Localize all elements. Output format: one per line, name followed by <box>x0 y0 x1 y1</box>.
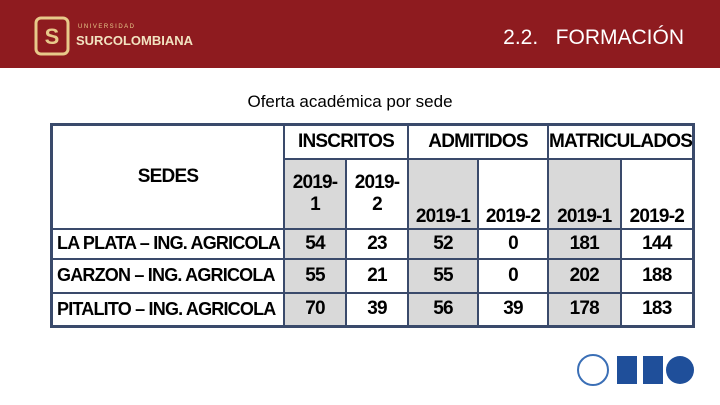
svg-text:S: S <box>45 24 60 49</box>
sede-name: PITALITO – ING. AGRICOLA <box>50 291 285 328</box>
value-cell: 202 <box>547 257 622 294</box>
period-header: 2019-2 <box>619 157 695 230</box>
value-cell: 183 <box>619 291 695 328</box>
value-cell: 144 <box>619 227 695 260</box>
value-cell: 0 <box>477 257 549 294</box>
value-cell: 55 <box>407 257 479 294</box>
slide-title: 2.2. FORMACIÓN <box>503 26 684 49</box>
value-cell: 178 <box>547 291 622 328</box>
value-cell: 23 <box>345 227 409 260</box>
subtitle: Oferta académica por sede <box>247 92 453 111</box>
value-cell: 39 <box>345 291 409 328</box>
header-band <box>0 0 720 68</box>
value-cell: 55 <box>283 257 347 294</box>
value-cell: 188 <box>619 257 695 294</box>
value-cell: 181 <box>547 227 622 260</box>
data-table: SEDES INSCRITOS ADMITIDOS MATRICULADOS 2019-… <box>50 123 696 328</box>
value-cell: 21 <box>345 257 409 294</box>
group-header: ADMITIDOS <box>407 123 549 160</box>
group-header: INSCRITOS <box>283 123 409 160</box>
value-cell: 56 <box>407 291 479 328</box>
period-header: 2019-1 <box>283 157 347 230</box>
period-header: 2019-1 <box>547 157 622 230</box>
value-cell: 54 <box>283 227 347 260</box>
logo-small: UNIVERSIDAD <box>78 24 136 30</box>
value-cell: 0 <box>477 227 549 260</box>
group-header: MATRICULADOS <box>547 123 695 160</box>
period-header: 2019-2 <box>345 157 409 230</box>
value-cell: 52 <box>407 227 479 260</box>
certification-logos <box>577 354 694 386</box>
logo-name: SURCOLOMBIANA <box>76 33 193 48</box>
value-cell: 39 <box>477 291 549 328</box>
period-header: 2019-2 <box>477 157 549 230</box>
logo-icon: S <box>34 16 70 56</box>
sedes-header: SEDES <box>50 123 285 230</box>
value-cell: 70 <box>283 291 347 328</box>
sede-name: LA PLATA – ING. AGRICOLA <box>50 227 285 260</box>
sede-name: GARZON – ING. AGRICOLA <box>50 257 285 294</box>
period-header: 2019-1 <box>407 157 479 230</box>
